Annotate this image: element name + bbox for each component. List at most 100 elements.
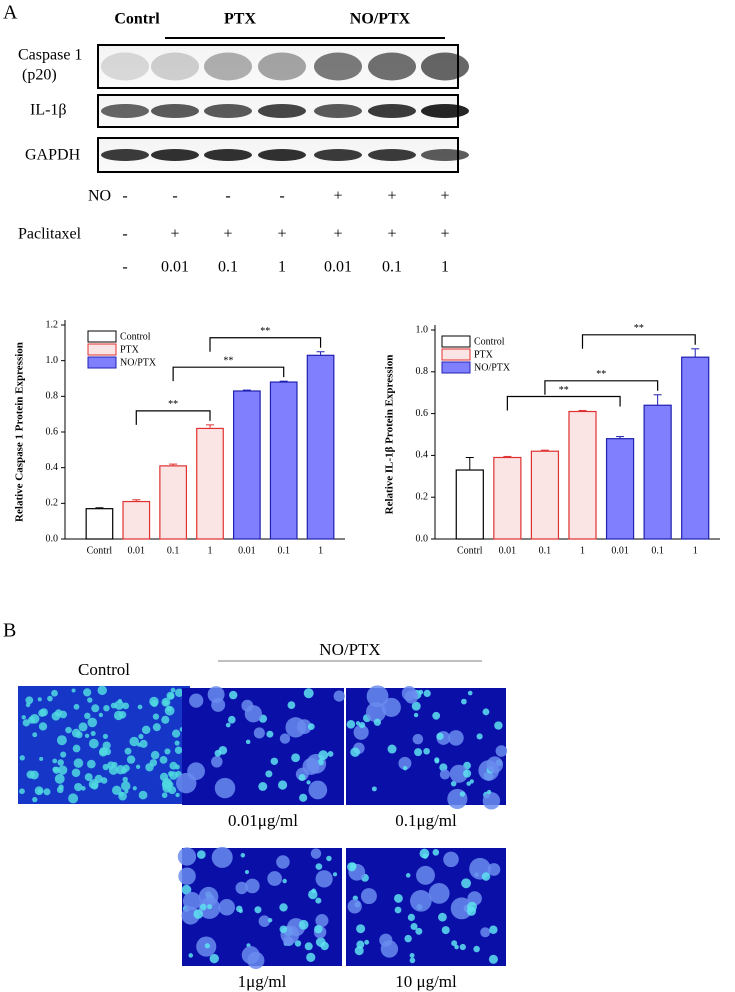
nucleus [19, 755, 25, 761]
nucleus [124, 747, 132, 755]
nucleus [459, 791, 466, 797]
blot-band [368, 149, 416, 161]
error-bar [132, 499, 141, 502]
nucleus [138, 733, 144, 740]
panel-label: B [3, 620, 16, 642]
band-label: (p20) [22, 67, 57, 84]
nucleus [307, 723, 315, 731]
nucleus [414, 748, 423, 757]
significance-bracket [581, 334, 696, 349]
nucleus [354, 946, 364, 956]
nucleus [291, 753, 300, 763]
blot-band [151, 149, 199, 161]
treatment-sign: + [333, 188, 342, 205]
blot-band [258, 104, 306, 118]
nucleus [326, 855, 332, 862]
nucleus [175, 792, 180, 798]
nucleus [25, 696, 34, 705]
treatment-sign: - [279, 188, 284, 205]
nucleus [152, 713, 160, 720]
nucleus [366, 685, 389, 708]
significance-label: ** [634, 323, 644, 334]
nucleus [120, 781, 131, 791]
nucleus [356, 924, 366, 934]
nucleus [298, 919, 309, 930]
nucleus [56, 735, 67, 746]
band-label: IL-1β [30, 102, 67, 119]
y-tick-label: 0.4 [46, 462, 59, 473]
nucleus [170, 687, 176, 693]
nucleus [137, 742, 142, 747]
nucleus [218, 745, 228, 755]
treatment-sign: + [277, 226, 286, 243]
significance-label: ** [168, 399, 178, 410]
nucleus [355, 721, 361, 726]
blot-band [368, 104, 416, 118]
nucleus [145, 763, 154, 772]
blot-band [368, 52, 416, 81]
nucleus [174, 688, 184, 698]
y-tick-label: 0.6 [416, 408, 429, 419]
treatment-sign: - [172, 188, 177, 205]
nucleus [152, 723, 161, 732]
nucleus [449, 764, 468, 783]
nucleus [111, 761, 118, 768]
nucleus [244, 878, 260, 894]
nucleus [418, 689, 424, 695]
y-axis-title: Relative Caspase 1 Protein Expression [14, 342, 26, 522]
x-tick-label: 0.01 [499, 545, 517, 556]
nucleus [315, 870, 333, 888]
nucleus [447, 788, 468, 809]
y-tick-label: 0.2 [416, 491, 429, 502]
blot-band [314, 52, 362, 81]
nucleus [103, 704, 110, 712]
nucleus [347, 862, 357, 872]
nucleus [423, 689, 431, 698]
blot-band [204, 149, 252, 161]
nucleus [122, 702, 130, 710]
nucleus [52, 766, 59, 773]
nucleus [410, 922, 418, 930]
nucleus [108, 765, 119, 775]
nucleus [409, 957, 416, 964]
bar [196, 427, 224, 540]
treatment-sign: - [122, 226, 127, 243]
nucleus [57, 759, 64, 766]
nucleus [358, 721, 366, 729]
nucleus [22, 719, 30, 727]
nucleus [204, 943, 211, 949]
bar [159, 465, 188, 540]
error-bar [316, 351, 325, 356]
error-bar [653, 394, 662, 406]
bar [122, 500, 151, 540]
nucleus [402, 765, 408, 771]
nucleus [494, 721, 503, 730]
treatment-sign: + [387, 226, 396, 243]
nucleus [71, 768, 81, 777]
nucleus [405, 873, 411, 878]
legend-swatch [87, 343, 117, 356]
nucleus [166, 691, 175, 700]
nucleus [68, 793, 79, 804]
significance-bracket [544, 380, 659, 395]
nucleus [482, 792, 501, 810]
nucleus [270, 757, 279, 766]
nucleus [174, 746, 183, 755]
nucleus [164, 748, 171, 755]
nucleus [38, 722, 48, 731]
nucleus [235, 905, 243, 913]
nucleus [410, 890, 432, 912]
bar [306, 354, 335, 540]
nucleus [480, 927, 491, 938]
legend-label: NO/PTX [120, 357, 157, 368]
significance-label: ** [260, 326, 270, 337]
x-tick-label: 0.01 [611, 545, 629, 556]
nucleus [84, 773, 93, 782]
nucleus [168, 781, 174, 787]
nucleus [394, 893, 403, 903]
error-bar [465, 456, 474, 471]
nucleus [189, 693, 204, 708]
nucleus [88, 738, 99, 749]
nucleus [227, 715, 236, 724]
nucleus [65, 726, 72, 734]
